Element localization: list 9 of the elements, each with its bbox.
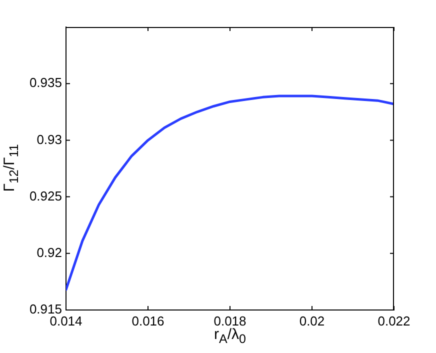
x-tick-label: 0.02	[299, 313, 325, 328]
x-tick-label: 0.018	[214, 313, 246, 328]
x-axis-title: r$_{A}$/λ$_{0}$	[214, 326, 246, 346]
y-tick-label: 0.935	[29, 75, 62, 90]
x-tick-label: 0.016	[132, 313, 164, 328]
y-tick-label: 0.92	[36, 244, 62, 260]
x-tick-label: 0.022	[378, 313, 410, 328]
y-tick-label: 0.925	[29, 188, 62, 204]
y-tick-label: 0.93	[36, 132, 62, 147]
